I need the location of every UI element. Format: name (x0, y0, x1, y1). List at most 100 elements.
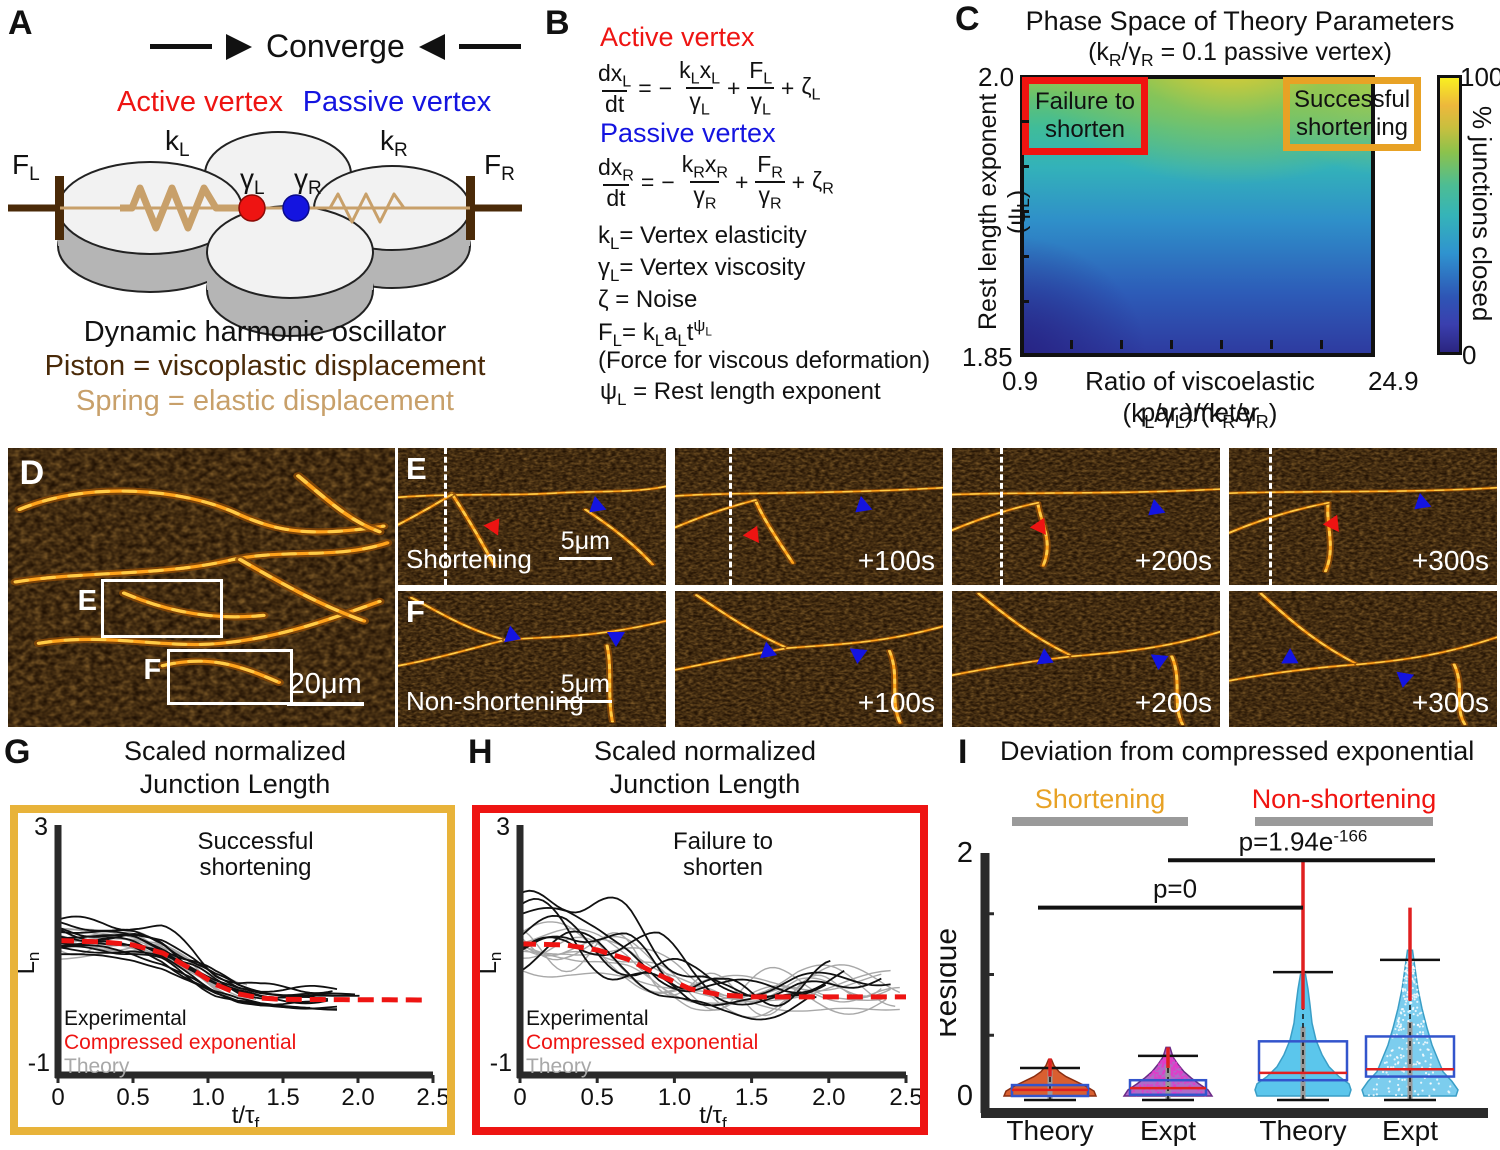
micrograph-F-t200: +200s (952, 591, 1220, 727)
legend-experimental: Experimental (526, 1007, 649, 1030)
micrograph-E-t100: +100s (675, 448, 943, 585)
active-vertex-label: Active vertex (117, 86, 283, 118)
experimental-trace (57, 953, 338, 1011)
colorbar (1437, 75, 1462, 355)
minus-sign: − (658, 74, 673, 101)
micrograph-label-F: F (406, 593, 425, 629)
right-spring (318, 192, 420, 224)
micrograph-F-t0: F Non-shortening 5μm (398, 591, 666, 727)
svg-text:shorten: shorten (683, 854, 763, 881)
gammaL-label: γL (240, 163, 265, 199)
heatmap-ylabel: Rest length exponent (ψL) (974, 93, 1033, 331)
converge-annotation: Converge (150, 28, 521, 65)
timestamp-label: +200s (1134, 686, 1212, 718)
panel-G-title: Scaled normalized Junction Length (123, 736, 347, 799)
group-bar (1255, 817, 1433, 826)
def-rest-length: ψL = Rest length exponent (600, 378, 881, 409)
failure-to-shorten-box: Failure to shorten (1022, 77, 1148, 155)
scalebar-5um: 5μm (558, 527, 612, 561)
svg-text:shortening: shortening (199, 854, 311, 881)
category-label: Theory (1006, 1115, 1093, 1146)
micrograph-image (1229, 591, 1497, 727)
FR-label: FR (484, 149, 515, 185)
chart-I-violin: Shortening Non-shortening Theory Expt Theory… (930, 758, 1500, 1150)
svg-text:3: 3 (34, 813, 48, 841)
x-tick-label: 2.5 (889, 1084, 920, 1111)
micrograph-image (398, 448, 666, 585)
plus-sign: + (727, 74, 741, 101)
passive-vertex-dot (282, 194, 310, 222)
pvalue-p0: p=0 (1153, 874, 1197, 904)
xtick-right: 24.9 (1368, 366, 1419, 396)
chart-H-failure: 0 0.5 1.0 1.5 2.0 2.5 3 -1 Ln t/τf Failure toshort… (472, 805, 928, 1135)
panel-label-H: H (468, 733, 493, 771)
x-tick-label: 2.5 (416, 1084, 447, 1111)
experimental-trace (57, 936, 329, 1000)
passive-vertex-heading: Passive vertex (600, 118, 776, 148)
experimental-trace (57, 944, 324, 1007)
timestamp-label: +300s (1411, 686, 1489, 718)
legend-experimental: Experimental (64, 1007, 187, 1030)
heatmap-xlabel: Ratio of viscoelastic parameter (1085, 366, 1315, 427)
y-axis-label: Ln (18, 952, 43, 975)
legend-theory: Theory (64, 1055, 130, 1078)
experimental-trace (519, 906, 845, 994)
timestamp-label: +300s (1411, 544, 1489, 576)
def-force: FL= kLaLtψL (598, 316, 712, 350)
panel-label-G: G (4, 733, 31, 771)
inset-box-E (100, 579, 223, 639)
colorbar-max: 100 (1460, 62, 1500, 92)
legend-theory: Theory (526, 1055, 592, 1078)
reference-dashed-line (1000, 448, 1004, 585)
reference-dashed-line (1269, 448, 1273, 585)
svg-text:-1: -1 (490, 1049, 512, 1077)
group-bar (1012, 817, 1188, 826)
scalebar-20um: 20μm (286, 668, 364, 707)
micrograph-label-E: E (406, 450, 427, 486)
panel-label-C: C (955, 0, 980, 38)
piston-caption: Piston = viscoplastic displacement (44, 350, 486, 382)
active-vertex-heading: Active vertex (600, 22, 755, 52)
x-axis-label: t/τf (232, 1102, 260, 1127)
left-spring (120, 184, 240, 232)
box-plot (1364, 1035, 1456, 1078)
x-tick-label: 1.0 (658, 1084, 691, 1111)
timestamp-label: +100s (857, 686, 935, 718)
converge-label: Converge (266, 28, 405, 64)
right-piston (466, 176, 475, 240)
colorbar-min: 0 (1462, 340, 1477, 370)
noise-term: ζL (801, 72, 821, 104)
x-tick-label: 0 (51, 1084, 64, 1111)
reference-dashed-line (728, 448, 732, 585)
caption-shortening: Shortening (406, 544, 532, 575)
micrograph-overview: E F D 20μm (8, 448, 395, 727)
micrograph-image (952, 448, 1220, 585)
group-label-shortening: Shortening (1035, 784, 1166, 814)
inset-box-F (166, 648, 293, 706)
experimental-trace (519, 897, 827, 1007)
heatmap-title: Phase Space of Theory Parameters (1025, 6, 1455, 36)
passive-vertex-equation: dxR dt = − kRxR γR + FR γR + ζR (598, 151, 834, 214)
x-axis-label: t/τf (699, 1102, 727, 1127)
category-label: Expt (1140, 1115, 1196, 1146)
theory-trace (519, 945, 887, 1015)
x-tick-label: 0.5 (116, 1084, 149, 1111)
x-tick-label: 1.0 (191, 1084, 224, 1111)
passive-vertex-label: Passive vertex (302, 86, 492, 118)
colorbar-label: % junctions closed (1467, 106, 1497, 322)
y-axis-label-residue: Residue (940, 928, 963, 1038)
micrograph-F-t100: +100s (675, 591, 943, 727)
arrow-left-icon (418, 33, 445, 60)
FL-label: FL (12, 149, 40, 185)
micrograph-E-t300: +300s (1229, 448, 1497, 585)
reference-dashed-line (443, 448, 447, 585)
x-tick-label: 0 (513, 1084, 526, 1111)
x-tick-label: 1.5 (735, 1084, 768, 1111)
heatmap-xlabel2: (kL/γL)/(kR/γR) (1122, 398, 1278, 433)
compressed-exponential-curve (519, 941, 906, 1000)
left-piston (55, 176, 64, 240)
kR-label: kR (380, 125, 408, 161)
experimental-trace (57, 926, 338, 993)
plot-annotation: Failure to (673, 828, 773, 855)
